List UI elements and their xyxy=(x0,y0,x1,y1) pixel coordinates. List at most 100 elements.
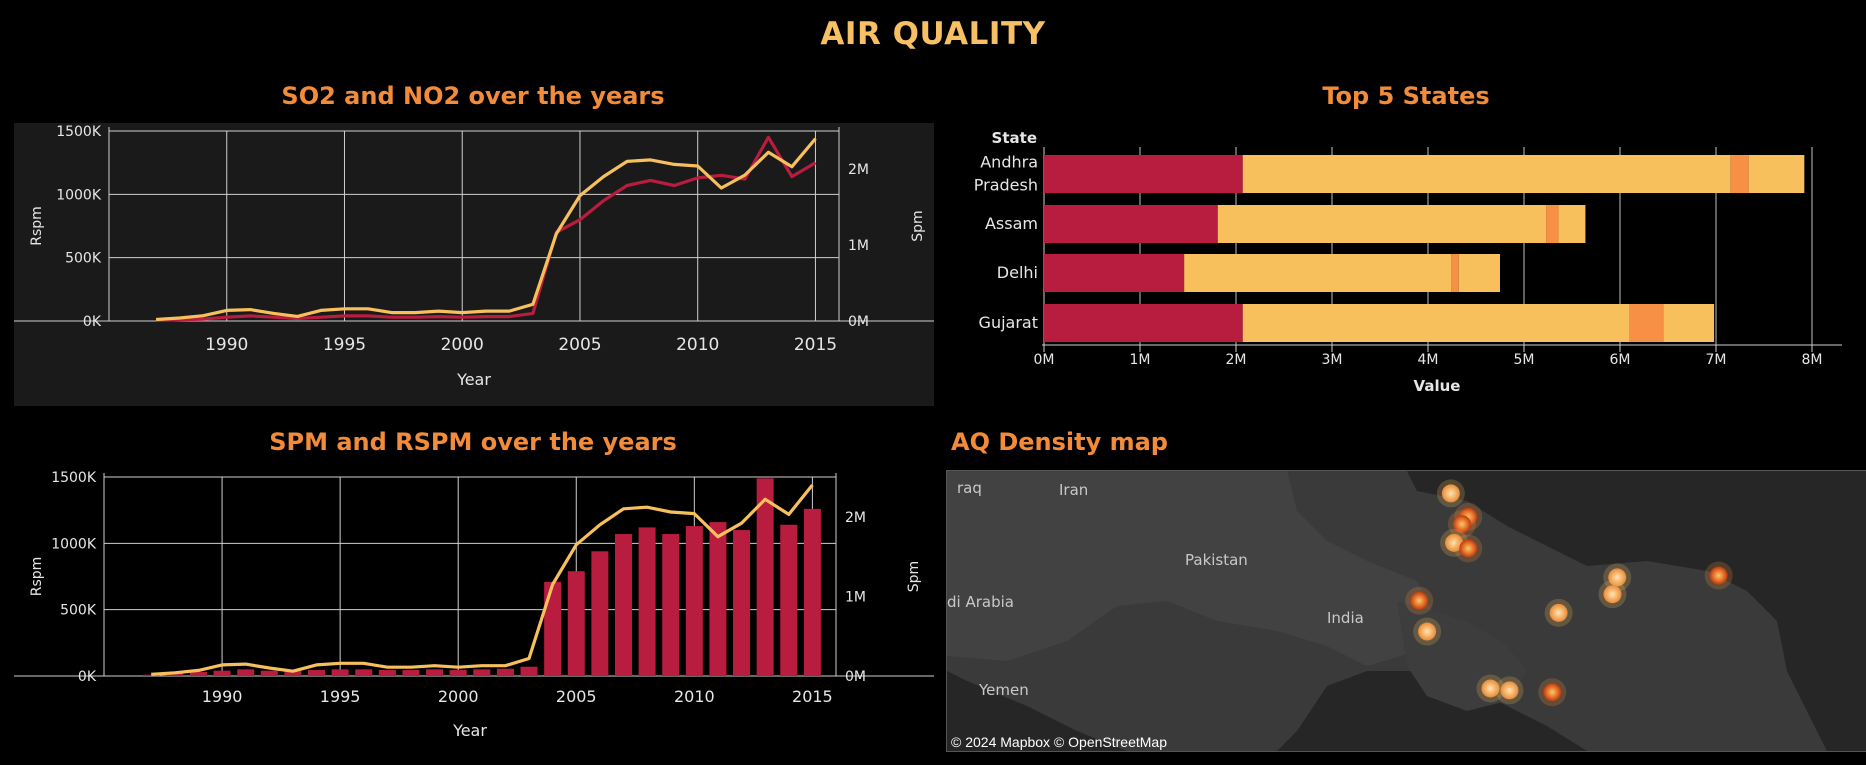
so2-no2-chart: 1990 1995 2000 2005 2010 2015 0K 500K 1000K 1500K… xyxy=(14,124,934,389)
bar-segment xyxy=(1242,304,1630,342)
map-label-yemen: Yemen xyxy=(979,681,1029,699)
spm-rspm-title: SPM and RSPM over the years xyxy=(269,428,677,456)
bar-segment xyxy=(1242,155,1731,193)
x-tick-label: 2000 xyxy=(441,335,484,355)
line-spm xyxy=(151,483,814,676)
so2-no2-panel: 1990 1995 2000 2005 2010 2015 0K 500K 1000K 1500K… xyxy=(14,123,934,406)
map-label-iran: Iran xyxy=(1059,481,1089,499)
state-label: Andhra xyxy=(980,153,1038,172)
bar-segment xyxy=(1217,205,1547,243)
bar-rspm xyxy=(166,673,184,676)
map-point xyxy=(1709,566,1728,585)
state-label: Pradesh xyxy=(974,176,1038,195)
map-point xyxy=(1500,681,1519,700)
map-label-pakistan: Pakistan xyxy=(1185,551,1248,569)
bar-rspm xyxy=(331,669,349,676)
state-label: Gujarat xyxy=(979,313,1038,332)
x-tick-label: 7M xyxy=(1706,352,1727,368)
x-tick-label: 2015 xyxy=(794,335,837,355)
map-point xyxy=(1418,622,1437,641)
x-tick-label: 3M xyxy=(1322,352,1343,368)
map-label-india: India xyxy=(1327,609,1364,627)
aq-density-map[interactable]: raq Iran Pakistan di Arabia India Yemen … xyxy=(946,470,1866,752)
bar-segment xyxy=(1458,254,1500,292)
bar-rspm xyxy=(426,669,444,676)
y-right-tick-label: 1M xyxy=(845,589,866,605)
map-point xyxy=(1441,484,1460,503)
top-states-title: Top 5 States xyxy=(1322,82,1490,110)
map-point xyxy=(1445,533,1464,552)
map-points xyxy=(1405,479,1733,707)
x-tick-label: 8M xyxy=(1802,352,1823,368)
x-tick-label: 1990 xyxy=(202,687,243,706)
y-right-tick-label: 0M xyxy=(845,669,866,685)
bar-rspm xyxy=(614,534,632,676)
x-tick-label: 2010 xyxy=(674,687,715,706)
y-right-axis-title: Spm xyxy=(906,561,922,592)
bar-rspm xyxy=(756,478,774,676)
bar-rspm xyxy=(662,534,680,676)
x-axis-title: Year xyxy=(456,370,491,389)
y-right-axis-title: Spm xyxy=(910,210,926,241)
map-point xyxy=(1459,539,1478,558)
map-point xyxy=(1481,679,1500,698)
y-left-tick-label: 0K xyxy=(83,314,102,330)
bar-rspm xyxy=(473,669,491,676)
y-left-axis-title: Rspm xyxy=(29,206,45,246)
bar-rspm xyxy=(189,672,207,676)
x-tick-label: 1M xyxy=(1130,352,1151,368)
x-tick-label: 2000 xyxy=(438,687,479,706)
bar-rspm xyxy=(803,508,821,676)
x-tick-label: 1995 xyxy=(323,335,366,355)
x-tick-label: 1995 xyxy=(320,687,361,706)
y-right-tick-label: 2M xyxy=(848,162,869,178)
bar-rspm xyxy=(591,551,609,676)
bar-rspm xyxy=(308,670,326,676)
map-point xyxy=(1549,603,1568,622)
x-tick-label: 5M xyxy=(1514,352,1535,368)
y-left-tick-label: 1000K xyxy=(51,536,97,552)
x-axis-title: Year xyxy=(452,721,487,740)
map-point xyxy=(1603,585,1622,604)
map-point xyxy=(1543,683,1562,702)
map-attribution[interactable]: © 2024 Mapbox © OpenStreetMap xyxy=(951,734,1167,750)
bar-segment xyxy=(1663,304,1715,342)
bar-rspm xyxy=(709,522,727,676)
y-axis-title: State xyxy=(992,129,1037,147)
bar-segment xyxy=(1044,254,1185,292)
line-series-right xyxy=(155,137,817,322)
y-left-tick-label: 1500K xyxy=(51,470,97,486)
bar-rspm xyxy=(378,670,396,676)
x-tick-label: 2M xyxy=(1226,352,1247,368)
x-tick-label: 2015 xyxy=(792,687,833,706)
x-tick-label: 2010 xyxy=(676,335,719,355)
bar-rspm xyxy=(213,670,231,676)
y-left-tick-label: 1500K xyxy=(56,124,102,140)
map-landmass xyxy=(947,471,1866,751)
top-states-chart: 0M 1M 2M 3M 4M 5M 6M 7M 8M Andhra Pradesh Assam Delh… xyxy=(974,129,1842,395)
state-label: Assam xyxy=(985,214,1038,233)
x-axis-title: Value xyxy=(1414,377,1461,395)
y-right-tick-label: 1M xyxy=(848,238,869,254)
map-label-saudi-arabia: di Arabia xyxy=(947,593,1014,611)
y-left-tick-label: 0K xyxy=(78,669,97,685)
bar-rspm xyxy=(402,670,420,676)
bar-segment xyxy=(1748,155,1805,193)
bar-rspm xyxy=(449,670,467,676)
spm-rspm-chart: 1990 1995 2000 2005 2010 2015 0K 500K 1000K 1500K… xyxy=(14,470,934,740)
bar-segment xyxy=(1546,205,1559,243)
bar-rspm xyxy=(520,666,538,676)
map-point xyxy=(1452,515,1471,534)
bar-rspm xyxy=(142,674,160,676)
y-left-tick-label: 500K xyxy=(65,251,102,267)
bar-rspm xyxy=(567,571,585,676)
bar-rspm xyxy=(355,669,373,676)
bar-segment xyxy=(1558,205,1586,243)
x-tick-label: 1990 xyxy=(205,335,248,355)
y-left-axis-title: Rspm xyxy=(29,557,45,597)
aq-map-title: AQ Density map xyxy=(951,428,1168,456)
bar-segment xyxy=(1184,254,1452,292)
so2-no2-title: SO2 and NO2 over the years xyxy=(281,82,665,110)
bar-rspm xyxy=(284,670,302,676)
x-tick-label: 2005 xyxy=(556,687,597,706)
